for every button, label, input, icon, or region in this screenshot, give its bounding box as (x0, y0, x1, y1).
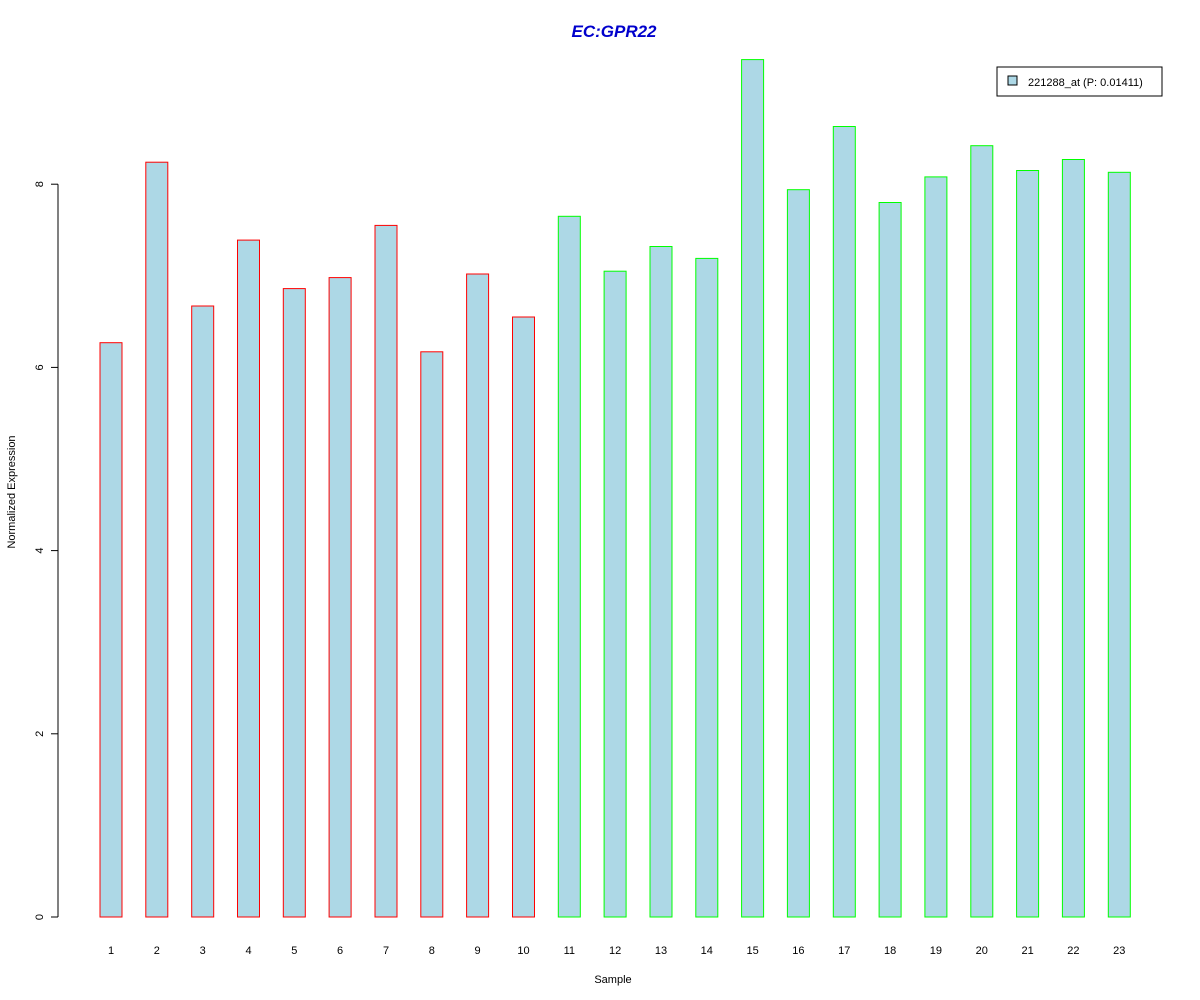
bar-sample-13 (649, 246, 673, 918)
bar-sample-9 (466, 273, 490, 918)
bar-sample-3 (191, 305, 215, 918)
x-tick-label: 17 (838, 945, 850, 957)
bar-sample-15 (741, 59, 765, 918)
bar-sample-1 (99, 342, 123, 918)
bar-sample-11 (557, 215, 581, 918)
x-tick-label: 11 (564, 945, 575, 957)
bar-sample-12 (603, 270, 627, 918)
y-tick-label: 0 (34, 914, 46, 920)
bar-sample-17 (832, 126, 856, 918)
x-tick-label: 20 (976, 945, 988, 957)
y-tick-label: 6 (34, 364, 46, 370)
bar-sample-21 (1016, 170, 1040, 918)
x-tick-label: 2 (154, 945, 160, 957)
bar-sample-7 (374, 224, 398, 918)
x-tick-label: 13 (655, 945, 667, 957)
x-tick-label: 12 (609, 945, 621, 957)
x-tick-label: 23 (1113, 945, 1125, 957)
bar-sample-23 (1107, 171, 1131, 918)
bar-sample-10 (512, 316, 535, 918)
x-tick-label: 14 (701, 945, 713, 957)
bar-sample-5 (282, 288, 306, 918)
x-tick-label: 6 (337, 945, 343, 957)
bar-sample-2 (145, 161, 169, 918)
bar-sample-22 (1061, 159, 1085, 918)
x-tick-label: 19 (930, 945, 942, 957)
x-tick-label: 5 (291, 945, 297, 957)
y-tick-label: 2 (34, 731, 46, 737)
x-tick-label: 21 (1021, 945, 1033, 957)
legend-box (996, 66, 1163, 97)
x-tick-label: 4 (245, 945, 251, 957)
bar-sample-19 (924, 176, 948, 918)
x-tick-label: 22 (1067, 945, 1079, 957)
x-tick-label: 15 (746, 945, 758, 957)
bar-sample-20 (970, 145, 994, 918)
x-tick-label: 7 (383, 945, 389, 957)
x-tick-label: 8 (429, 945, 435, 957)
bar-sample-14 (695, 257, 719, 918)
y-axis-label: Normalized Expression (6, 435, 18, 548)
y-axis: 0 2 4 6 8 (34, 181, 59, 920)
x-tick-label: 18 (884, 945, 896, 957)
x-tick-label: 16 (792, 945, 804, 957)
x-tick-label: 9 (475, 945, 481, 957)
y-tick-label: 8 (34, 181, 46, 187)
bar-sample-6 (328, 277, 352, 918)
bar-sample-8 (420, 351, 444, 918)
x-tick-label: 3 (200, 945, 206, 957)
y-tick-label: 4 (34, 548, 46, 554)
bar-sample-18 (878, 202, 902, 918)
x-axis-labels: 1 2 3 4 5 6 7 8 9 10 11 12 13 14 15 16 17 18 19 20 21 22 23 (108, 945, 1125, 957)
chart-title: EC:GPR22 (571, 22, 657, 41)
bars (99, 59, 1131, 918)
bar-sample-16 (786, 189, 810, 918)
x-tick-label: 10 (517, 945, 529, 957)
bar-sample-4 (237, 239, 260, 918)
legend-label: 221288_at (P: 0.01411) (1028, 77, 1143, 89)
legend: 221288_at (P: 0.01411) (996, 66, 1163, 97)
x-axis-label: Sample (594, 974, 631, 986)
legend-swatch (1007, 75, 1018, 86)
x-tick-label: 1 (108, 945, 114, 957)
